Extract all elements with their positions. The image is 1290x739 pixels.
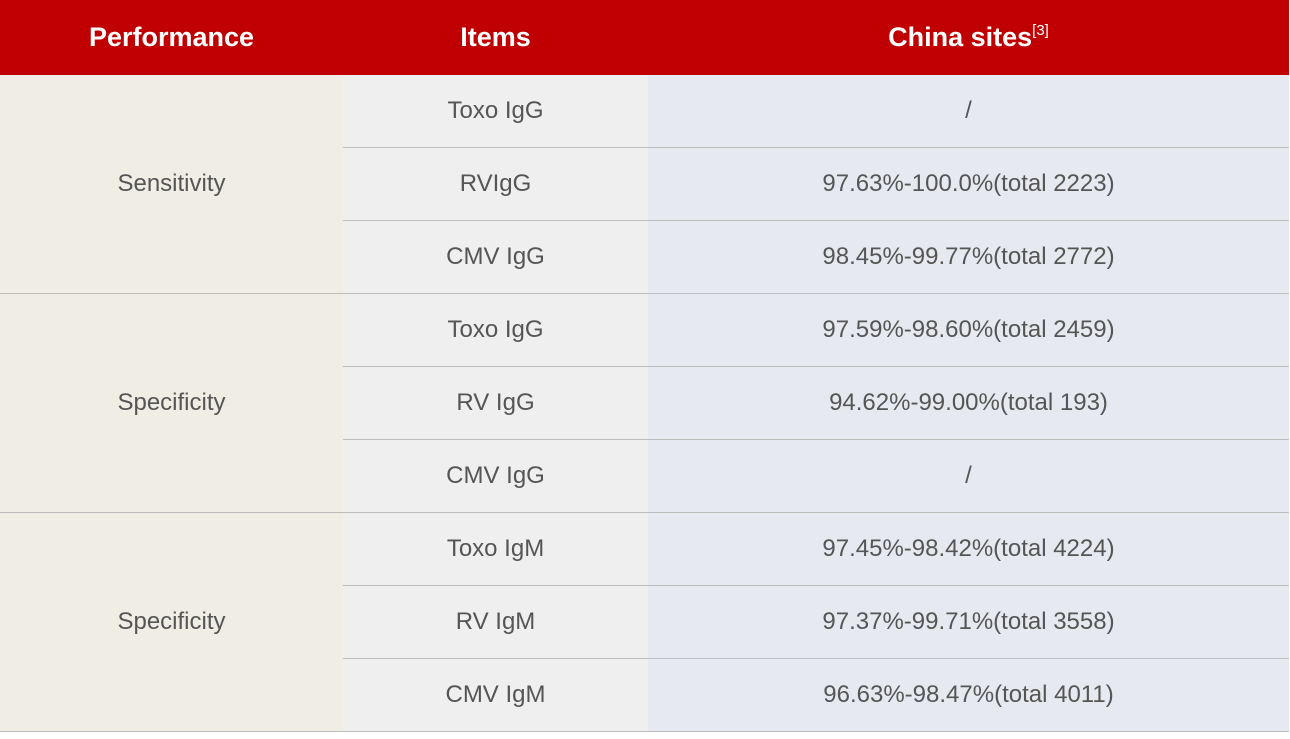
performance-cell: Specificity bbox=[0, 512, 343, 732]
china-sites-value-cell: 97.63%-100.0%(total 2223) bbox=[648, 147, 1289, 221]
item-cell: CMV IgG bbox=[343, 439, 648, 513]
header-items: Items bbox=[343, 0, 648, 75]
table-row: RVIgG 97.63%-100.0%(total 2223) bbox=[0, 147, 1289, 221]
item-cell: Toxo IgG bbox=[343, 293, 648, 367]
table-row: CMV IgM 96.63%-98.47%(total 4011) bbox=[0, 658, 1289, 732]
table-row: RV IgM 97.37%-99.71%(total 3558) bbox=[0, 585, 1289, 659]
china-sites-value-cell: 94.62%-99.00%(total 193) bbox=[648, 366, 1289, 440]
china-sites-value-cell: 97.37%-99.71%(total 3558) bbox=[648, 585, 1289, 659]
item-cell: RVIgG bbox=[343, 147, 648, 221]
table-row: Sensitivity Toxo IgG / bbox=[0, 75, 1289, 294]
header-sites-label: China sites bbox=[888, 22, 1033, 52]
item-cell: Toxo IgM bbox=[343, 512, 648, 586]
item-cell: CMV IgM bbox=[343, 658, 648, 732]
performance-cell: Sensitivity bbox=[0, 75, 343, 294]
table-row: RV IgG 94.62%-99.00%(total 193) bbox=[0, 366, 1289, 440]
china-sites-value-cell: / bbox=[648, 439, 1289, 513]
reference-superscript: [3] bbox=[1032, 22, 1049, 39]
performance-cell: Specificity bbox=[0, 293, 343, 513]
china-sites-value-cell: 96.63%-98.47%(total 4011) bbox=[648, 658, 1289, 732]
table-row: Specificity Toxo IgM 97.45%-98.42%(total 4… bbox=[0, 512, 1289, 732]
china-sites-value-cell: 97.45%-98.42%(total 4224) bbox=[648, 512, 1289, 586]
table-row: CMV IgG 98.45%-99.77%(total 2772) bbox=[0, 220, 1289, 294]
header-china-sites: China sites[3] bbox=[648, 0, 1289, 75]
item-cell: CMV IgG bbox=[343, 220, 648, 294]
china-sites-value-cell: / bbox=[648, 75, 1289, 148]
header-row: Performance Items China sites[3] bbox=[0, 0, 1289, 75]
item-cell: Toxo IgG bbox=[343, 75, 648, 148]
header-performance: Performance bbox=[0, 0, 343, 75]
china-sites-value-cell: 97.59%-98.60%(total 2459) bbox=[648, 293, 1289, 367]
table-row: Specificity Toxo IgG 97.59%-98.60%(total 2… bbox=[0, 293, 1289, 513]
china-sites-value-cell: 98.45%-99.77%(total 2772) bbox=[648, 220, 1289, 294]
table-row: CMV IgG / bbox=[0, 439, 1289, 513]
item-cell: RV IgM bbox=[343, 585, 648, 659]
item-cell: RV IgG bbox=[343, 366, 648, 440]
